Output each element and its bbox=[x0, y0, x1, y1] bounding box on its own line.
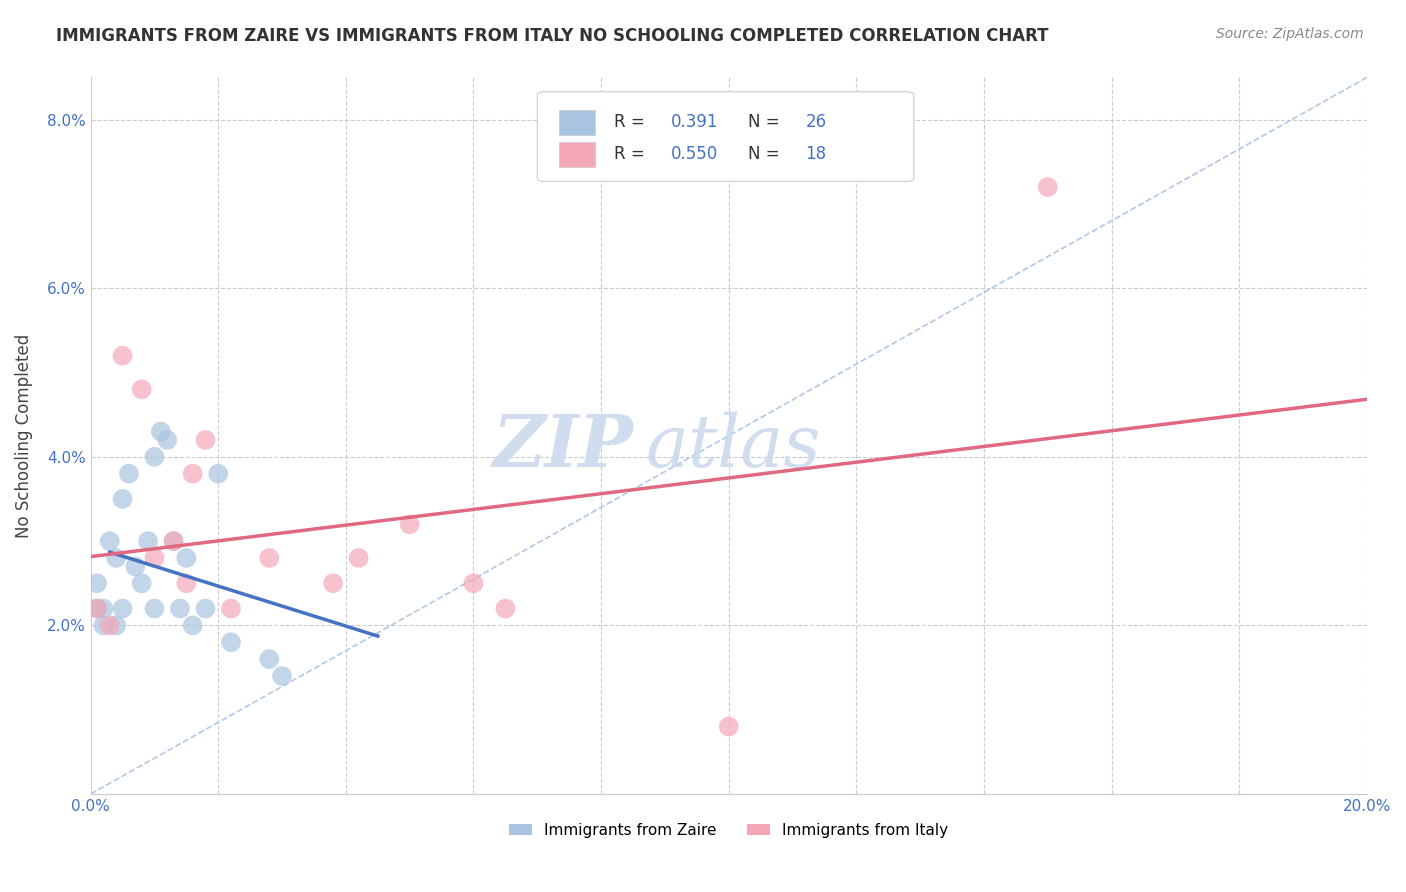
Point bbox=[111, 349, 134, 363]
Text: 0.550: 0.550 bbox=[671, 145, 718, 163]
Y-axis label: No Schooling Completed: No Schooling Completed bbox=[15, 334, 32, 538]
Point bbox=[219, 601, 242, 615]
Text: IMMIGRANTS FROM ZAIRE VS IMMIGRANTS FROM ITALY NO SCHOOLING COMPLETED CORRELATIO: IMMIGRANTS FROM ZAIRE VS IMMIGRANTS FROM… bbox=[56, 27, 1049, 45]
Point bbox=[143, 450, 166, 464]
Text: 26: 26 bbox=[806, 113, 827, 131]
Point bbox=[105, 551, 128, 566]
Point bbox=[111, 491, 134, 506]
Bar bbox=[560, 110, 595, 135]
Point bbox=[93, 618, 115, 632]
Point bbox=[111, 601, 134, 615]
Point bbox=[143, 601, 166, 615]
Text: N =: N = bbox=[748, 145, 785, 163]
Point bbox=[143, 551, 166, 566]
Point bbox=[169, 601, 191, 615]
Point bbox=[194, 433, 217, 447]
Point bbox=[207, 467, 229, 481]
Text: R =: R = bbox=[614, 113, 650, 131]
Text: 18: 18 bbox=[806, 145, 827, 163]
Point bbox=[105, 618, 128, 632]
Text: atlas: atlas bbox=[645, 411, 821, 482]
Point bbox=[1036, 180, 1059, 194]
Point bbox=[86, 601, 108, 615]
Text: N =: N = bbox=[748, 113, 785, 131]
Point bbox=[98, 618, 121, 632]
Point bbox=[181, 618, 204, 632]
Bar bbox=[560, 142, 595, 167]
Point bbox=[98, 534, 121, 549]
Point bbox=[162, 534, 184, 549]
Point bbox=[162, 534, 184, 549]
FancyBboxPatch shape bbox=[537, 92, 914, 181]
Point bbox=[131, 576, 153, 591]
Point bbox=[181, 467, 204, 481]
Point bbox=[494, 601, 516, 615]
Point bbox=[219, 635, 242, 649]
Text: R =: R = bbox=[614, 145, 650, 163]
Point bbox=[322, 576, 344, 591]
Legend: Immigrants from Zaire, Immigrants from Italy: Immigrants from Zaire, Immigrants from I… bbox=[503, 816, 955, 844]
Point bbox=[398, 517, 420, 532]
Point bbox=[717, 720, 740, 734]
Point bbox=[259, 551, 281, 566]
Point bbox=[86, 576, 108, 591]
Point bbox=[156, 433, 179, 447]
Point bbox=[86, 601, 108, 615]
Point bbox=[131, 383, 153, 397]
Point bbox=[118, 467, 141, 481]
Point bbox=[463, 576, 485, 591]
Point bbox=[136, 534, 159, 549]
Point bbox=[194, 601, 217, 615]
Point bbox=[176, 576, 198, 591]
Point bbox=[347, 551, 370, 566]
Point bbox=[271, 669, 294, 683]
Point bbox=[124, 559, 146, 574]
Point bbox=[149, 425, 172, 439]
Point bbox=[176, 551, 198, 566]
Text: 0.391: 0.391 bbox=[671, 113, 718, 131]
Point bbox=[93, 601, 115, 615]
Text: Source: ZipAtlas.com: Source: ZipAtlas.com bbox=[1216, 27, 1364, 41]
Text: ZIP: ZIP bbox=[492, 411, 633, 482]
Point bbox=[259, 652, 281, 666]
